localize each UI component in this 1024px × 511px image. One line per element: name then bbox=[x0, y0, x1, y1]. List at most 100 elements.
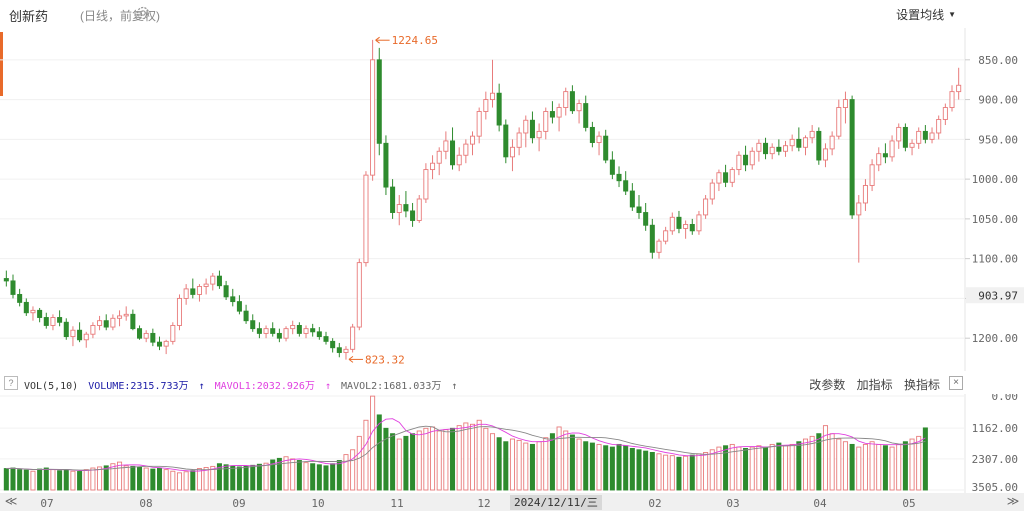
edit-params-button[interactable]: 改参数 bbox=[809, 378, 846, 392]
candle-body bbox=[869, 164, 875, 186]
volume-bar bbox=[869, 441, 875, 491]
volume-bar bbox=[3, 468, 9, 491]
volume-bar bbox=[796, 441, 802, 491]
candle-body bbox=[842, 99, 848, 108]
candle-body bbox=[23, 301, 29, 314]
volume-bar bbox=[922, 427, 928, 491]
candle-body bbox=[143, 332, 149, 339]
candle-body bbox=[356, 262, 362, 328]
volume-bar bbox=[383, 427, 389, 491]
candle-body bbox=[163, 340, 169, 347]
candle-body bbox=[629, 190, 635, 208]
max-marker-arrow bbox=[375, 36, 380, 44]
candle-body bbox=[336, 347, 342, 353]
volume-bar bbox=[749, 446, 755, 491]
max-marker-label: 1224.65 bbox=[392, 34, 438, 47]
candle-body bbox=[736, 154, 742, 171]
candle-body bbox=[942, 107, 948, 120]
indicator-buttons: 改参数 加指标 换指标 bbox=[801, 376, 940, 393]
candle-body bbox=[516, 132, 522, 148]
volume-bar bbox=[163, 469, 169, 491]
gear-icon[interactable] bbox=[136, 6, 150, 20]
candle-body bbox=[176, 297, 182, 326]
candlestick-chart[interactable]: 1200.001150.001100.001050.001000.00950.0… bbox=[0, 0, 1024, 372]
volume-bar bbox=[663, 454, 669, 491]
candle-body bbox=[17, 293, 23, 303]
candle-body bbox=[589, 126, 595, 143]
scroll-left-button[interactable]: ≪ bbox=[4, 494, 18, 508]
help-icon[interactable]: ? bbox=[4, 376, 18, 390]
candle-body bbox=[443, 140, 449, 152]
volume-bar bbox=[283, 456, 289, 491]
chart-subtitle: (日线，前复权) bbox=[80, 9, 160, 23]
volume-bar bbox=[310, 463, 316, 491]
volume-bar bbox=[569, 434, 575, 491]
candle-body bbox=[649, 224, 655, 253]
candle-body bbox=[223, 285, 229, 298]
candle-body bbox=[529, 119, 535, 139]
vol-indicator-label: VOL(5,10) bbox=[24, 381, 79, 392]
volume-bar bbox=[703, 452, 709, 491]
ma-settings-button[interactable]: 设置均线 ▼ bbox=[896, 8, 956, 22]
min-marker-label: 823.32 bbox=[365, 353, 405, 366]
volume-bar bbox=[263, 462, 269, 491]
candle-body bbox=[543, 111, 549, 132]
candle-body bbox=[809, 130, 815, 139]
volume-bar bbox=[623, 445, 629, 491]
candle-body bbox=[310, 328, 316, 333]
volume-bar bbox=[616, 443, 622, 491]
candle-body bbox=[330, 340, 336, 349]
volume-bar bbox=[689, 454, 695, 491]
add-indicator-button[interactable]: 加指标 bbox=[856, 378, 893, 392]
candle-body bbox=[363, 174, 369, 264]
volume-bar bbox=[137, 466, 143, 491]
volume-bar bbox=[649, 452, 655, 491]
volume-tick-label: 1162.00 bbox=[972, 422, 1018, 435]
close-icon[interactable]: × bbox=[949, 376, 963, 390]
candle-body bbox=[483, 99, 489, 112]
candle-body bbox=[270, 328, 276, 334]
price-tick-label: 950.00 bbox=[978, 133, 1018, 146]
volume-bar bbox=[583, 441, 589, 491]
volume-bar bbox=[150, 468, 156, 491]
volume-chart[interactable]: 3505.00 2307.00 1162.00 0.00 bbox=[0, 394, 1024, 493]
candle-body bbox=[743, 154, 749, 166]
volume-bar bbox=[256, 463, 262, 491]
volume-bar bbox=[196, 468, 202, 491]
candle-body bbox=[849, 99, 855, 216]
volume-bar bbox=[576, 438, 582, 491]
candle-body bbox=[97, 320, 103, 326]
candle-body bbox=[896, 126, 902, 142]
candle-body bbox=[763, 142, 769, 155]
candle-body bbox=[802, 137, 809, 148]
volume-bar bbox=[496, 437, 502, 491]
volume-bar bbox=[676, 456, 682, 491]
x-axis-label: 02 bbox=[648, 497, 662, 510]
switch-indicator-button[interactable]: 换指标 bbox=[903, 378, 940, 392]
candle-body bbox=[756, 142, 762, 152]
x-axis-label: 04 bbox=[813, 497, 827, 510]
x-axis-label: 08 bbox=[139, 497, 153, 510]
x-axis-label: 07 bbox=[40, 497, 54, 510]
cursor-date-label: 2024/12/11/三 bbox=[510, 495, 602, 510]
candle-body bbox=[110, 317, 116, 328]
volume-bar bbox=[609, 446, 615, 491]
volume-bar bbox=[589, 442, 595, 491]
candle-body bbox=[876, 153, 882, 166]
volume-bar bbox=[529, 443, 535, 491]
vol-mavol1-value: MAVOL1:2032.926万 bbox=[214, 381, 315, 392]
volume-bar bbox=[463, 422, 469, 491]
candle-body bbox=[476, 111, 482, 137]
volume-bar bbox=[882, 445, 888, 491]
candle-body bbox=[929, 132, 935, 140]
volume-bar bbox=[456, 425, 462, 491]
volume-bar bbox=[103, 465, 109, 491]
candle-body bbox=[103, 320, 109, 328]
candle-body bbox=[390, 186, 396, 213]
candle-body bbox=[236, 301, 242, 312]
candle-body bbox=[43, 317, 49, 326]
volume-bar bbox=[376, 414, 382, 491]
candle-body bbox=[370, 59, 376, 176]
volume-bar bbox=[30, 470, 36, 491]
scroll-right-button[interactable]: ≫ bbox=[1006, 494, 1020, 508]
